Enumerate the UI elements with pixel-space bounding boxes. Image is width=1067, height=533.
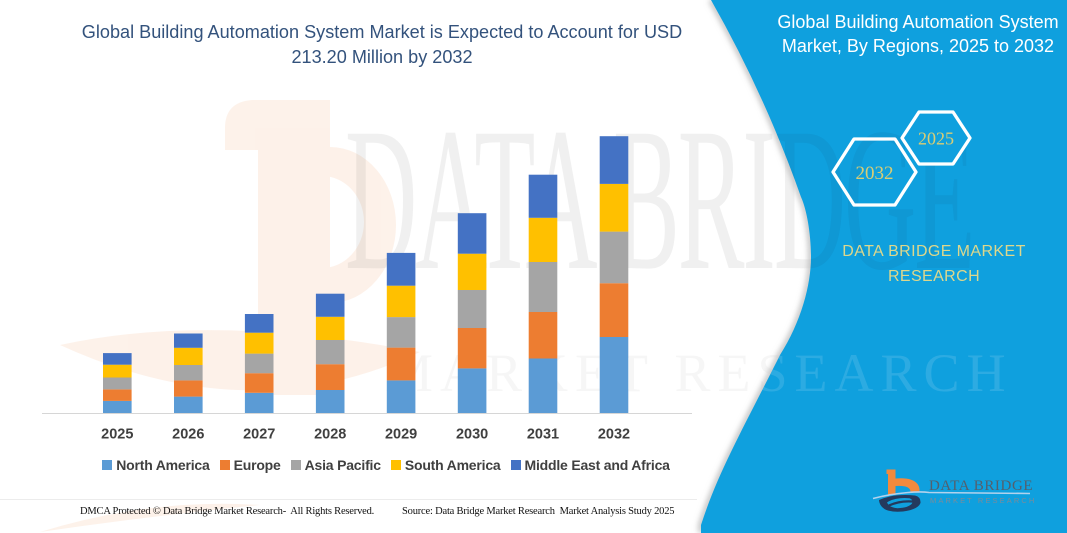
- svg-text:MARKET RESEARCH: MARKET RESEARCH: [930, 496, 1036, 505]
- svg-text:2029: 2029: [385, 427, 417, 443]
- svg-text:2031: 2031: [527, 427, 559, 443]
- svg-text:2032: 2032: [598, 427, 630, 443]
- svg-text:2027: 2027: [243, 427, 275, 443]
- svg-text:2026: 2026: [172, 427, 204, 443]
- svg-text:2030: 2030: [456, 427, 488, 443]
- svg-text:2032: 2032: [856, 163, 894, 184]
- svg-text:DATA BRIDGE: DATA BRIDGE: [929, 478, 1033, 494]
- svg-text:2028: 2028: [314, 427, 346, 443]
- svg-text:2025: 2025: [101, 427, 133, 443]
- svg-text:2025: 2025: [918, 129, 954, 149]
